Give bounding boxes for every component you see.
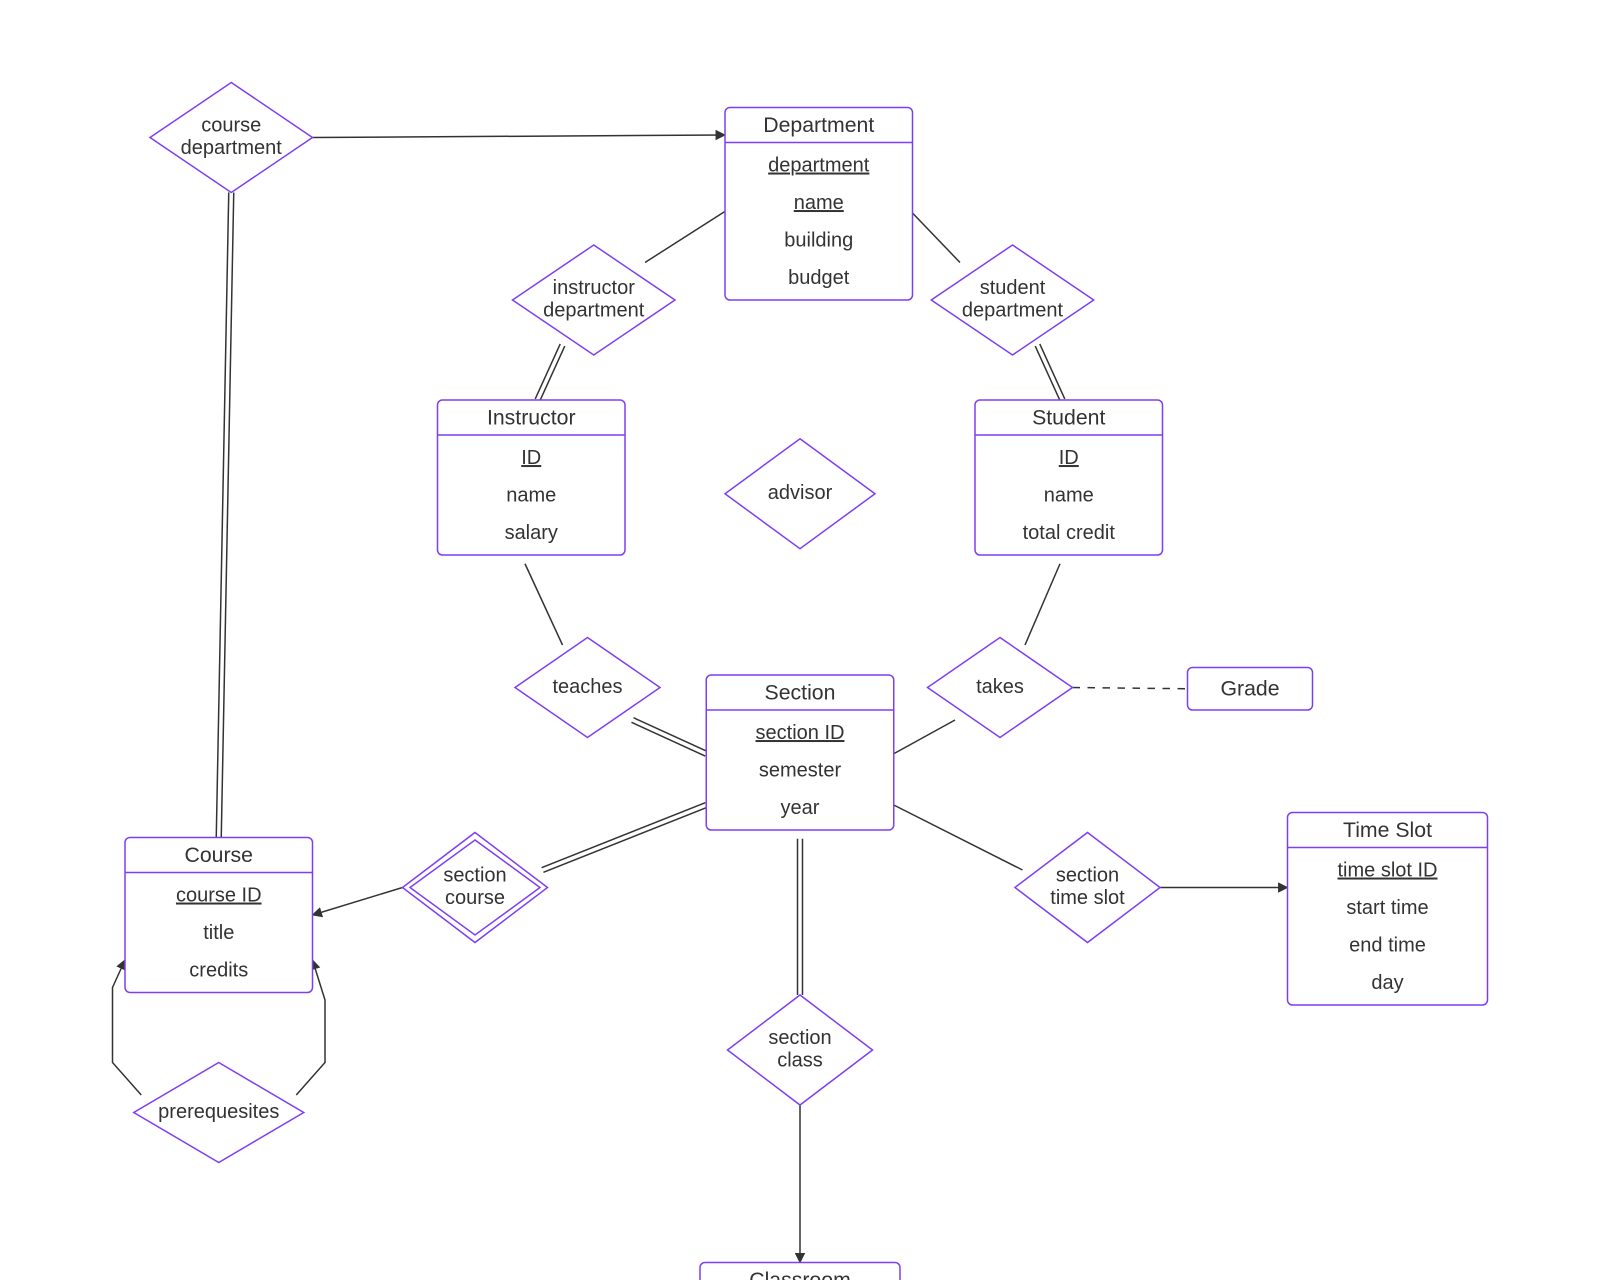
- entity-student-attr-0: ID: [1059, 447, 1079, 469]
- relationship-student_department: studentdepartment: [931, 245, 1094, 355]
- relationship-teaches-label: teaches: [552, 676, 622, 698]
- relationship-takes-label: takes: [976, 676, 1024, 698]
- relationship-instructor_department-label: department: [543, 300, 645, 322]
- relationship-section_course: sectioncourse: [403, 833, 548, 943]
- entity-section-attr-2: year: [781, 797, 820, 819]
- entity-time_slot-attr-3: day: [1371, 972, 1403, 994]
- relationship-section_class-label: section: [768, 1027, 831, 1049]
- entity-time_slot-attr-2: end time: [1349, 935, 1426, 957]
- entity-department: Department department name building budget: [725, 108, 913, 301]
- entity-student-title: Student: [1032, 405, 1105, 429]
- entity-instructor: Instructor ID name salary: [438, 400, 626, 555]
- entity-section-attr-0: section ID: [756, 722, 845, 744]
- entity-time_slot-attr-1: start time: [1346, 897, 1428, 919]
- entity-course-attr-0: course ID: [176, 885, 262, 907]
- relationship-prerequisites-label: prerequesites: [158, 1101, 279, 1123]
- relationship-advisor-label: advisor: [768, 482, 833, 504]
- entity-instructor-attr-1: name: [506, 485, 556, 507]
- relationship-teaches: teaches: [515, 638, 660, 738]
- entity-grade: Grade: [1188, 668, 1313, 711]
- entity-instructor-title: Instructor: [487, 405, 576, 429]
- entity-time_slot-attr-0: time slot ID: [1337, 860, 1437, 882]
- relationship-course_department: coursedepartment: [150, 83, 313, 193]
- relationship-section_class-label: class: [777, 1050, 823, 1072]
- entity-section: Section section ID semester year: [706, 675, 894, 830]
- entity-section-attr-1: semester: [759, 760, 842, 782]
- relationship-section_class: sectionclass: [728, 995, 873, 1105]
- relationship-prerequisites: prerequesites: [134, 1063, 304, 1163]
- entity-student-attr-2: total credit: [1023, 522, 1116, 544]
- entity-course-attr-2: credits: [189, 960, 248, 982]
- entity-department-attr-0: name: [794, 192, 844, 214]
- relationship-section_course-label: section: [443, 865, 506, 887]
- entity-time_slot: Time Slot time slot ID start time end time d…: [1288, 813, 1488, 1006]
- entity-instructor-attr-2: salary: [505, 522, 558, 544]
- entity-department-attr-2: budget: [788, 267, 850, 289]
- entity-student-attr-1: name: [1044, 485, 1094, 507]
- relationship-instructor_department: instructordepartment: [513, 245, 676, 355]
- relationship-section_time_slot: sectiontime slot: [1015, 833, 1160, 943]
- entity-classroom-title: Classroom: [749, 1268, 851, 1280]
- entity-course-attr-1: title: [203, 922, 234, 944]
- entity-instructor-attr-0: ID: [521, 447, 541, 469]
- relationship-course_department-label: course: [201, 115, 261, 137]
- entity-course: Course course ID title credits: [125, 838, 313, 993]
- relationship-section_time_slot-label: time slot: [1050, 887, 1125, 909]
- relationship-section_course-label: course: [445, 887, 505, 909]
- entity-grade-title: Grade: [1220, 677, 1279, 701]
- relationship-section_time_slot-label: section: [1056, 865, 1119, 887]
- relationship-advisor: advisor: [725, 439, 875, 549]
- entity-department-title: Department: [763, 113, 874, 137]
- entity-section-title: Section: [765, 680, 836, 704]
- er-diagram: coursedepartmentinstructordepartmentstud…: [0, 0, 1600, 1280]
- relationship-instructor_department-label: instructor: [553, 277, 636, 299]
- entity-time_slot-title: Time Slot: [1343, 818, 1432, 842]
- entity-classroom: Classroombuildingroom numbercapacity: [700, 1263, 900, 1280]
- relationship-course_department-label: department: [181, 137, 283, 159]
- entity-student: Student ID name total credit: [975, 400, 1163, 555]
- entity-course-title: Course: [184, 843, 253, 867]
- relationship-student_department-label: department: [962, 300, 1064, 322]
- relationship-student_department-label: student: [980, 277, 1046, 299]
- entity-department-attr-1: building: [784, 230, 853, 252]
- entity-department-attr-0: department: [768, 155, 870, 177]
